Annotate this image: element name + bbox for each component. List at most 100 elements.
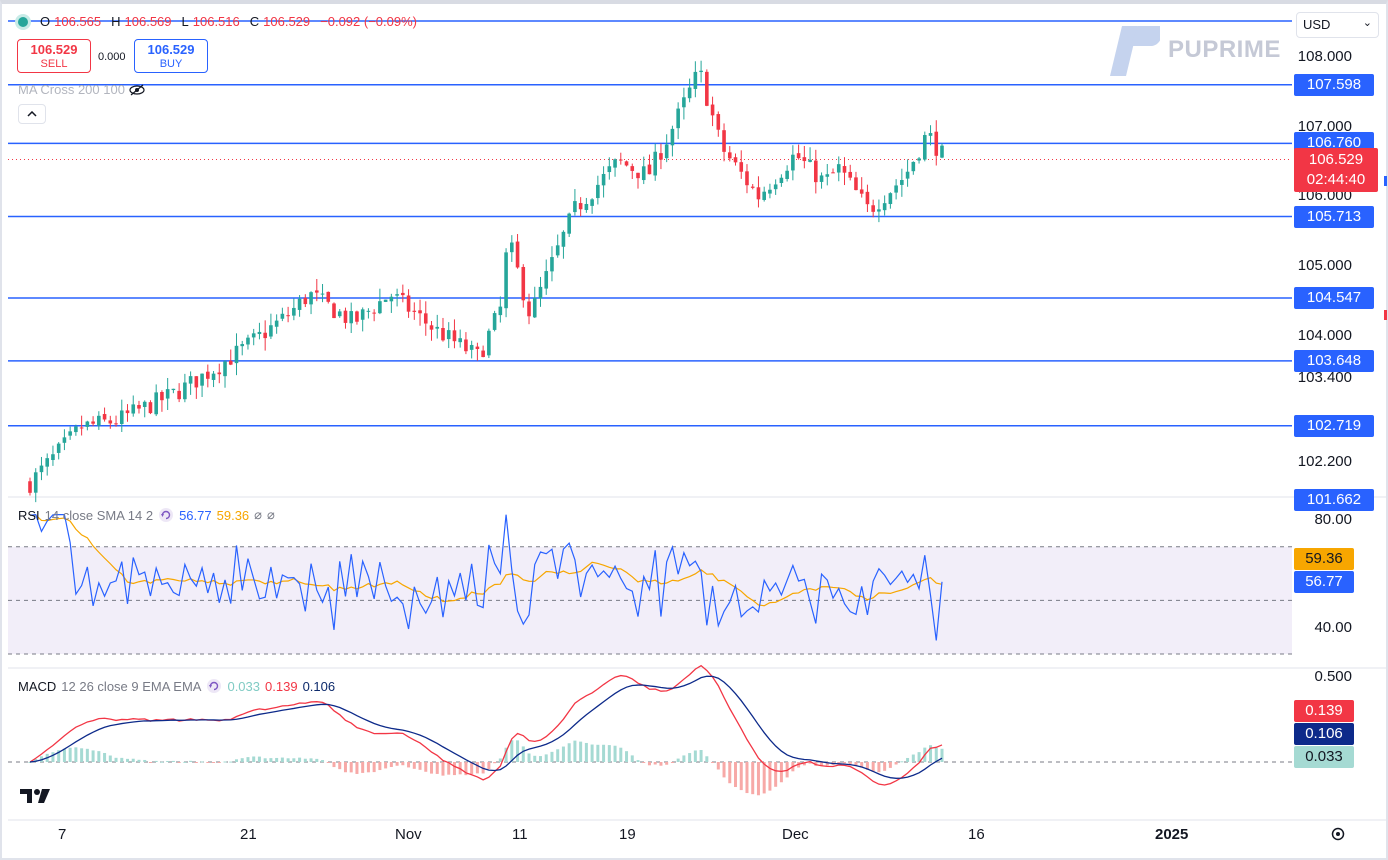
buy-label: BUY [159,58,183,70]
macd-histogram-bar [252,756,256,762]
macd-histogram-bar [900,761,904,763]
ohlc-legend: O 106.565 H 106.569 L 106.516 C 106.529 −0.0… [18,14,423,29]
macd-value-box: 0.139 [1294,700,1354,722]
candle-body [808,159,812,162]
time-label: Dec [782,826,809,843]
candle-body [693,71,698,89]
eye-hidden-icon[interactable] [129,84,145,96]
macd-params: 12 26 close 9 EMA EMA [61,678,202,694]
candle-body [349,311,354,324]
macd-histogram-bar [137,759,141,762]
macd-histogram-bar [332,762,336,768]
macd-histogram-bar [493,762,497,764]
ohlc-high: 106.569 [124,14,172,29]
macd-histogram-bar [504,747,508,762]
macd-histogram-bar [739,762,743,791]
refresh-icon[interactable] [158,507,174,523]
candle-body [607,166,612,173]
macd-histogram-bar [762,762,766,794]
candle-body [618,159,623,161]
candle-body [716,114,721,130]
macd-histogram-bar [154,760,158,762]
ma-cross-indicator-label[interactable]: MA Cross 200 100 [18,82,145,97]
macd-histogram-bar [842,762,846,764]
settings-gear-icon[interactable] [1330,826,1346,847]
candle-body [842,166,847,173]
macd-tick: 0.500 [1314,668,1352,685]
candle-body [882,203,887,211]
candle-body [228,360,233,365]
candle-body [412,310,417,312]
macd-legend[interactable]: MACD 12 26 close 9 EMA EMA 0.033 0.139 0… [18,678,335,694]
macd-histogram-bar [883,762,887,771]
macd-histogram-bar [200,761,204,763]
rsi-name: RSI [18,507,40,523]
candle-body [119,410,124,424]
candle-body [877,209,881,212]
macd-histogram-bar [699,750,703,762]
candle-body [894,185,898,193]
macd-histogram-bar [602,744,606,762]
macd-histogram-bar [257,756,261,762]
candle-body [366,310,371,312]
macd-histogram-bar [734,762,738,788]
candle-body [917,158,921,161]
level-price-label: 107.598 [1294,73,1374,96]
candle-body [590,199,594,206]
price-tick: 102.200 [1297,453,1352,471]
rsi-tick-80: 80.00 [1314,511,1352,528]
candle-body [62,437,67,443]
macd-signal-value: 0.106 [302,678,336,694]
macd-histogram-bar [435,762,439,774]
macd-histogram-bar [590,744,594,762]
time-label: 19 [619,826,636,843]
price-tick: 108.000 [1297,47,1352,65]
sell-button[interactable]: 106.529 SELL [17,39,91,73]
candle-body [934,131,939,156]
macd-histogram-bar [366,762,370,773]
candle-body [206,371,210,379]
currency-select[interactable]: USD ⌄ [1296,12,1379,38]
macd-histogram-bar [516,740,520,762]
macd-histogram-bar [309,758,313,762]
refresh-icon[interactable] [206,678,222,694]
macd-histogram-bar [269,758,273,762]
candle-body [160,391,164,401]
collapse-legend-button[interactable] [18,104,46,124]
macd-histogram-bar [665,762,669,765]
macd-histogram-bar [447,762,451,775]
macd-histogram-bar [229,761,233,763]
candle-body [102,414,107,420]
macd-histogram-bar [378,762,382,771]
macd-histogram-bar [80,748,84,762]
macd-histogram-bar [51,752,55,762]
candle-body [137,405,141,409]
buy-button[interactable]: 106.529 BUY [134,39,208,73]
candle-body [423,313,428,324]
macd-histogram-bar [745,762,749,794]
candle-body [217,372,222,375]
rsi-tick-40: 40.00 [1314,619,1352,636]
macd-histogram-bar [544,754,548,762]
candle-body [859,189,864,194]
candle-body [636,172,640,179]
macd-histogram-bar [820,762,824,766]
macd-histogram-bar [860,762,864,768]
macd-histogram-bar [148,762,152,763]
candle-body [900,180,904,185]
candle-body [762,191,766,200]
candle-body [452,330,457,342]
macd-hist-box: 0.033 [1294,746,1354,768]
rsi-legend[interactable]: RSI 14 close SMA 14 2 56.77 59.36 ⌀ ⌀ [18,507,275,523]
candle-body [641,166,646,181]
rsi-sma-value: 59.36 [216,507,250,523]
candle-body [596,184,600,199]
macd-histogram-bar [326,762,330,763]
macd-histogram-bar [728,762,732,784]
candle-body [263,332,267,339]
tradingview-logo[interactable] [20,787,52,811]
macd-histogram-bar [395,762,399,766]
candle-body [131,404,136,414]
macd-histogram-bar [194,762,198,763]
